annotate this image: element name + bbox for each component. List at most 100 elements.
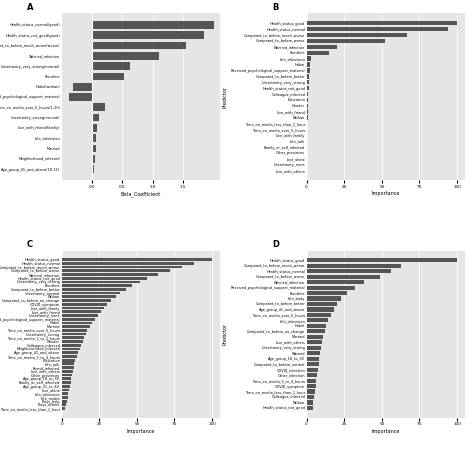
Bar xyxy=(307,286,355,290)
Text: D: D xyxy=(272,240,279,249)
Bar xyxy=(307,291,347,295)
Bar xyxy=(307,51,329,55)
Bar xyxy=(307,275,380,279)
Bar xyxy=(62,303,107,306)
Bar xyxy=(307,121,308,126)
Bar xyxy=(62,310,101,313)
Bar xyxy=(307,21,457,26)
Bar xyxy=(307,104,308,108)
Bar xyxy=(307,340,321,344)
Bar xyxy=(62,348,80,350)
X-axis label: Importance: Importance xyxy=(371,191,400,196)
Bar xyxy=(307,308,334,312)
Y-axis label: Predictor: Predictor xyxy=(223,86,228,108)
X-axis label: Importance: Importance xyxy=(127,428,155,434)
Bar xyxy=(62,336,84,339)
Bar xyxy=(62,355,77,358)
Bar xyxy=(62,407,65,410)
Bar xyxy=(62,288,127,291)
Bar xyxy=(307,115,308,120)
Bar xyxy=(62,295,116,298)
Bar xyxy=(62,277,147,280)
Bar xyxy=(69,93,92,101)
Bar xyxy=(62,325,90,328)
Bar xyxy=(92,42,186,49)
Bar xyxy=(62,273,158,276)
Bar xyxy=(92,114,99,121)
Bar xyxy=(62,377,72,380)
Bar xyxy=(62,314,98,317)
Bar xyxy=(62,333,86,335)
Bar xyxy=(307,324,326,328)
Text: A: A xyxy=(27,3,33,12)
Bar xyxy=(62,374,72,376)
Bar xyxy=(92,62,130,70)
Bar xyxy=(92,52,159,60)
Bar xyxy=(92,21,214,29)
Bar xyxy=(307,92,308,96)
Bar xyxy=(307,74,309,79)
Bar xyxy=(62,385,70,387)
Bar xyxy=(62,307,104,309)
Bar xyxy=(62,388,69,392)
Bar xyxy=(307,379,316,383)
Bar xyxy=(92,124,98,132)
Bar xyxy=(307,318,328,322)
Bar xyxy=(62,404,66,406)
Bar xyxy=(307,313,330,317)
Bar xyxy=(62,269,170,272)
Bar xyxy=(307,258,457,262)
Bar xyxy=(62,381,71,384)
Bar xyxy=(62,299,111,302)
Bar xyxy=(307,68,310,73)
Bar xyxy=(62,266,182,269)
Text: C: C xyxy=(27,240,33,249)
Bar xyxy=(62,366,73,369)
X-axis label: Beta_Coefficient: Beta_Coefficient xyxy=(120,191,161,197)
Bar xyxy=(307,98,308,102)
Y-axis label: Predictor: Predictor xyxy=(223,323,228,345)
Bar xyxy=(62,370,73,373)
Bar xyxy=(62,281,140,283)
Bar xyxy=(92,155,95,163)
Bar xyxy=(62,362,74,365)
Bar xyxy=(62,340,82,343)
Bar xyxy=(307,329,325,334)
Bar xyxy=(307,395,314,399)
Bar xyxy=(307,346,321,350)
Bar xyxy=(92,134,96,142)
Bar xyxy=(307,86,309,90)
Bar xyxy=(307,296,341,300)
Bar xyxy=(307,384,316,388)
Bar xyxy=(62,351,78,354)
Bar xyxy=(307,110,308,114)
Bar xyxy=(307,44,337,49)
Bar xyxy=(307,357,319,361)
Bar xyxy=(62,329,87,332)
Bar xyxy=(307,373,317,377)
Bar xyxy=(307,264,401,268)
Text: B: B xyxy=(272,3,278,12)
Bar xyxy=(307,406,312,410)
Bar xyxy=(62,321,91,324)
Bar xyxy=(92,73,124,80)
Bar xyxy=(92,31,204,39)
Bar xyxy=(307,368,318,372)
Bar xyxy=(307,80,309,84)
Bar xyxy=(92,103,105,111)
Bar xyxy=(62,392,68,395)
Bar xyxy=(62,292,120,295)
Bar xyxy=(307,57,311,61)
X-axis label: Importance: Importance xyxy=(371,428,400,434)
Bar xyxy=(307,302,337,306)
Bar xyxy=(92,165,94,173)
Bar xyxy=(62,318,95,321)
Bar xyxy=(307,33,407,37)
Bar xyxy=(62,344,81,347)
Bar xyxy=(307,362,319,366)
Bar xyxy=(62,258,212,261)
Bar xyxy=(307,401,313,405)
Bar xyxy=(62,400,67,403)
Bar xyxy=(307,389,315,394)
Bar xyxy=(62,262,194,265)
